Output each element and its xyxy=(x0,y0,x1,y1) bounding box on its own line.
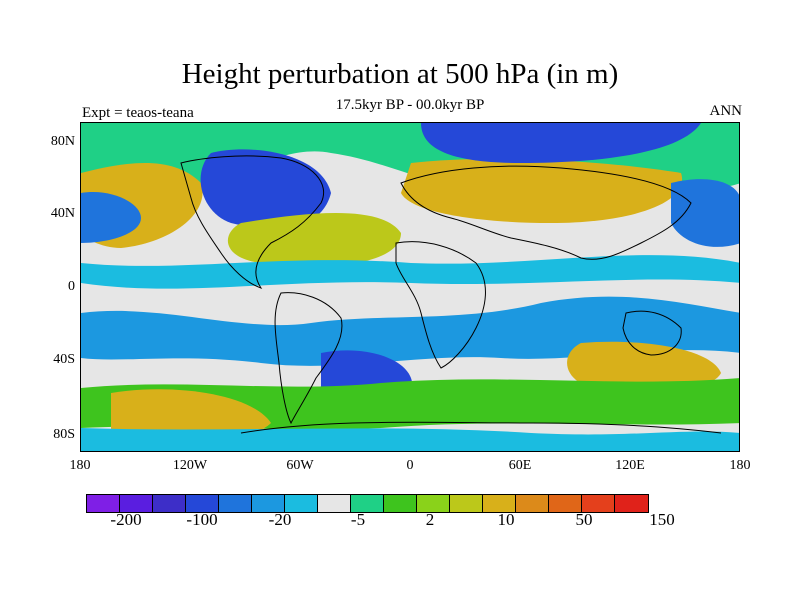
colorbar-label: -5 xyxy=(350,510,366,529)
coastlines xyxy=(180,155,722,434)
chart-title: Height perturbation at 500 hPa (in m) xyxy=(181,58,619,90)
colorbar-swatch-7 xyxy=(285,495,318,512)
colorbar-swatch-6 xyxy=(252,495,285,512)
colorbar-swatch-2 xyxy=(120,495,153,512)
colorbar xyxy=(86,494,649,513)
colorbar-swatch-15 xyxy=(549,495,582,512)
antarctic-band xyxy=(81,428,739,451)
south-indian-high xyxy=(567,341,721,393)
australia-coast xyxy=(622,310,682,356)
colorbar-swatch-16 xyxy=(582,495,615,512)
x-axis-label-180e: 180 xyxy=(729,458,751,473)
season-label: ANN xyxy=(709,103,743,119)
south-america-coast xyxy=(274,292,343,425)
colorbar-swatch-1 xyxy=(87,495,120,512)
y-axis-label-0: 0 xyxy=(68,279,75,294)
colorbar-swatch-14 xyxy=(516,495,549,512)
colorbar-label: 10 xyxy=(497,510,515,529)
colorbar-label: 2 xyxy=(425,510,435,529)
west-pacific-low xyxy=(81,192,141,243)
colorbar-swatch-11 xyxy=(417,495,450,512)
x-axis-label-120w: 120W xyxy=(172,458,208,473)
colorbar-swatch-10 xyxy=(384,495,417,512)
colorbar-swatch-3 xyxy=(153,495,186,512)
colorbar-swatch-17 xyxy=(615,495,648,512)
colorbar-swatch-9 xyxy=(351,495,384,512)
canada-low xyxy=(200,149,331,229)
x-axis-label-120e: 120E xyxy=(615,458,645,473)
y-axis-label-40n: 40N xyxy=(50,206,75,221)
colorbar-swatch-4 xyxy=(186,495,219,512)
eurasia-high xyxy=(401,158,683,223)
chart-subtitle: 17.5kyr BP - 00.0kyr BP xyxy=(335,97,485,113)
x-axis-label-60w: 60W xyxy=(286,458,314,473)
north-atlantic-high xyxy=(227,213,401,267)
x-axis-label-0: 0 xyxy=(406,458,414,473)
arctic-low xyxy=(421,123,701,163)
tropical-band-north xyxy=(81,255,739,289)
height-perturbation-field xyxy=(81,123,739,451)
y-axis-label-80n: 80N xyxy=(50,134,75,149)
colorbar-swatch-13 xyxy=(483,495,516,512)
y-axis-label-40s: 40S xyxy=(53,352,75,367)
colorbar-swatch-8 xyxy=(318,495,351,512)
africa-coast xyxy=(395,241,486,369)
colorbar-label: -20 xyxy=(268,510,292,529)
pacific-east-low xyxy=(671,179,739,247)
colorbar-swatch-12 xyxy=(450,495,483,512)
colorbar-label: -200 xyxy=(110,510,142,529)
colorbar-label: 150 xyxy=(649,510,675,529)
map-panel xyxy=(80,122,740,452)
x-axis-label-180w: 180 xyxy=(69,458,91,473)
colorbar-swatch-5 xyxy=(219,495,252,512)
eurasia-coast xyxy=(400,165,692,260)
experiment-label: Expt = teaos-teana xyxy=(82,105,194,121)
x-axis-label-60e: 60E xyxy=(508,458,532,473)
colorbar-label: -100 xyxy=(186,510,218,529)
colorbar-label: 50 xyxy=(575,510,593,529)
antarctica-coast xyxy=(240,421,722,434)
north-america-coast xyxy=(180,155,325,289)
y-axis-label-80s: 80S xyxy=(53,427,75,442)
